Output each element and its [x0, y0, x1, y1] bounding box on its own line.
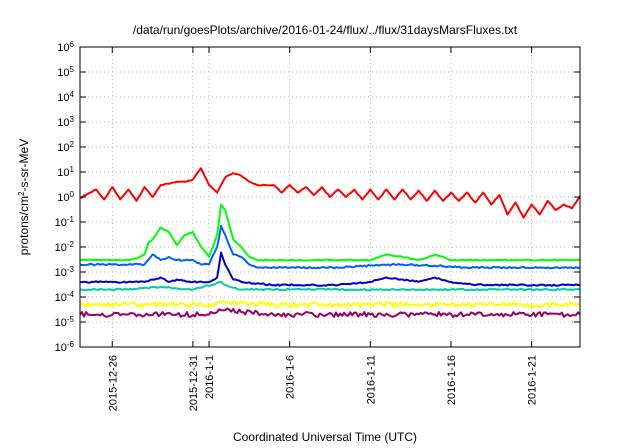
y-tick-base: 10 [57, 117, 69, 129]
series-line-5 [79, 299, 581, 308]
y-tick-exp: -1 [67, 215, 75, 224]
y-axis-label: protons/cm2-s-sr-MeV [17, 139, 32, 255]
y-tick-label: 100 [57, 190, 74, 205]
y-tick-base: 10 [55, 217, 67, 229]
x-axis: 2015-12-26 2015-12-31 2016-1-1 2016-1-6 2016… [107, 47, 539, 411]
y-tick-label: 10-5 [55, 315, 75, 330]
y-tick-label: 10-4 [55, 290, 75, 305]
y-tick-exp: 2 [70, 140, 75, 149]
y-tick-exp: -3 [67, 265, 75, 274]
y-tick-exp: 5 [70, 65, 75, 74]
series-line-0 [79, 167, 581, 219]
y-tick-label: 106 [57, 40, 74, 55]
y-tick-label: 101 [57, 165, 74, 180]
series-line-1 [79, 203, 581, 262]
x-tick-label: 2016-1-11 [365, 355, 377, 404]
y-label-before: protons/cm [17, 196, 31, 255]
x-tick-label: 2016-1-16 [446, 355, 458, 405]
y-tick-exp: 1 [70, 165, 75, 174]
y-tick-base: 10 [57, 192, 69, 204]
y-tick-label: 102 [57, 140, 74, 155]
x-tick-label: 2016-1-21 [527, 355, 539, 405]
series-line-6 [79, 307, 581, 318]
y-tick-base: 10 [57, 92, 69, 104]
y-label-after: -s-sr-MeV [17, 139, 31, 192]
series-line-3 [79, 251, 581, 287]
y-tick-exp: 0 [70, 190, 75, 199]
y-tick-label: 10-6 [55, 340, 75, 355]
y-tick-exp: -6 [67, 340, 75, 349]
x-axis-label: Coordinated Universal Time (UTC) [233, 430, 417, 444]
series-line-2 [79, 224, 581, 270]
y-tick-base: 10 [57, 142, 69, 154]
x-tick-label: 2015-12-31 [188, 355, 200, 411]
y-tick-exp: -5 [67, 315, 75, 324]
y-tick-label: 105 [57, 65, 74, 80]
y-tick-label: 103 [57, 115, 74, 130]
y-tick-label: 10-2 [55, 240, 75, 255]
chart-title: /data/run/goesPlots/archive/2016-01-24/f… [133, 23, 518, 37]
y-tick-base: 10 [57, 42, 69, 54]
x-tick-label: 2015-12-26 [107, 355, 119, 411]
y-tick-label: 10-1 [55, 215, 75, 230]
y-axis: 10-610-510-410-310-210-11001011021031041… [55, 40, 580, 355]
series-group [79, 167, 581, 318]
y-tick-base: 10 [57, 67, 69, 79]
y-tick-base: 10 [57, 167, 69, 179]
x-tick-label: 2016-1-1 [204, 355, 216, 399]
y-label-sup: 2 [17, 191, 26, 196]
y-tick-label: 10-3 [55, 265, 75, 280]
y-tick-base: 10 [55, 242, 67, 254]
y-tick-exp: 6 [70, 40, 75, 49]
y-tick-base: 10 [55, 342, 67, 354]
x-tick-label: 2016-1-6 [285, 355, 297, 399]
series-line-4 [79, 280, 581, 292]
y-tick-exp: -4 [67, 290, 75, 299]
y-tick-label: 104 [57, 90, 74, 105]
y-tick-exp: -2 [67, 240, 75, 249]
y-tick-exp: 3 [70, 115, 75, 124]
y-tick-exp: 4 [70, 90, 75, 99]
y-tick-base: 10 [55, 317, 67, 329]
y-tick-base: 10 [55, 292, 67, 304]
y-tick-base: 10 [55, 267, 67, 279]
